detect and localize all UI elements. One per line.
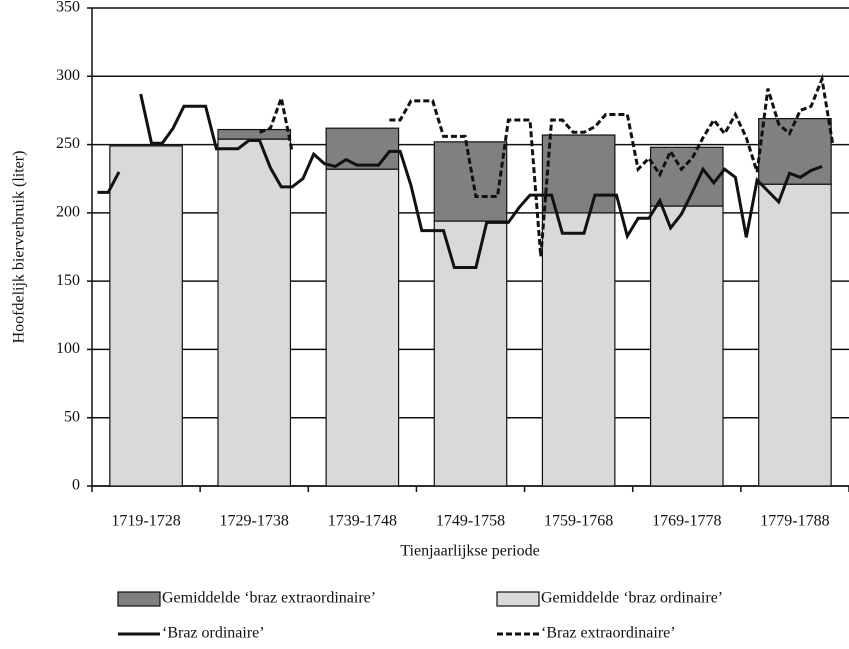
legend-label: ‘Braz extraordinaire’ (541, 625, 676, 642)
x-axis-label: Tienjaarlijkse periode (400, 543, 539, 560)
x-tick-label: 1759-1768 (544, 513, 613, 530)
y-tick-label: 50 (64, 408, 80, 425)
bar-segment (325, 127, 400, 170)
bar-segment (649, 205, 724, 487)
bar-segment (649, 146, 724, 207)
x-tick-label: 1749-1758 (436, 513, 505, 530)
bar-segment (758, 183, 832, 487)
x-tick-label: 1739-1748 (328, 513, 397, 530)
bar-segment (758, 118, 832, 185)
x-tick-label: 1729-1738 (220, 513, 289, 530)
y-tick-label: 150 (56, 272, 80, 289)
y-tick-label: 200 (56, 204, 80, 221)
bar-segment (541, 212, 616, 487)
legend-swatch (496, 591, 540, 607)
y-tick-label: 300 (56, 67, 80, 84)
y-tick-label: 0 (72, 477, 80, 494)
bar-segment (217, 128, 292, 140)
legend-label: ‘Braz ordinaire’ (162, 625, 265, 642)
bar-segment (325, 168, 400, 487)
legend-label: Gemiddelde ‘braz extraordinaire’ (162, 590, 376, 607)
x-tick-label: 1769-1778 (652, 513, 721, 530)
legend-label: Gemiddelde ‘braz ordinaire’ (541, 590, 723, 607)
y-tick-label: 250 (56, 135, 80, 152)
y-tick-label: 350 (56, 0, 80, 16)
y-axis-label: Hoofdelijk bierverbruik (liter) (11, 151, 28, 344)
bar-segment (433, 220, 508, 487)
line-series (259, 73, 835, 257)
y-tick-label: 100 (56, 340, 80, 357)
x-tick-label: 1719-1728 (111, 513, 180, 530)
line-series (97, 93, 823, 269)
bar-segment (433, 141, 508, 222)
x-tick-label: 1779-1788 (760, 513, 829, 530)
legend-swatch (117, 591, 161, 607)
bar-segment (109, 145, 183, 487)
bar-segment (217, 138, 292, 487)
